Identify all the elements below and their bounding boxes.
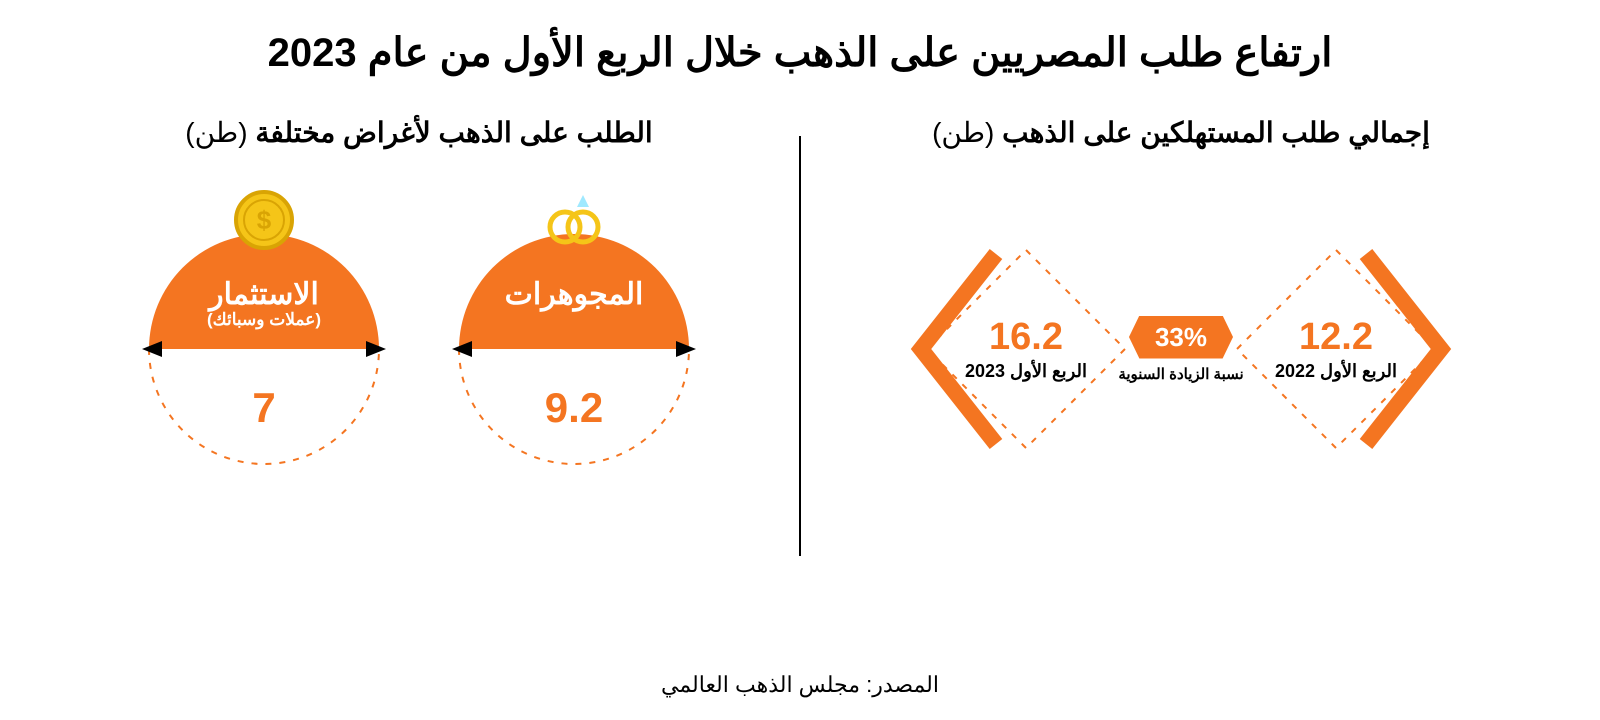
- coin-icon: $: [231, 187, 297, 258]
- total-demand-subtitle-unit: (طن): [932, 117, 994, 148]
- diamond-2022-label: 12.2 الربع الأول 2022: [1275, 316, 1397, 382]
- pac-invest-label-text: الاستثمار: [209, 278, 319, 311]
- pac-invest-value: 7: [134, 384, 394, 432]
- svg-text:$: $: [257, 205, 272, 235]
- source-footer: المصدر: مجلس الذهب العالمي: [0, 672, 1600, 698]
- pac-jewelry-label-text: المجوهرات: [505, 278, 644, 311]
- page-title: ارتفاع طلب المصريين على الذهب خلال الربع…: [0, 0, 1600, 76]
- pac-invest: $ الاستثمار (عملات وسبائك) 7: [134, 199, 394, 479]
- rings-icon: [539, 187, 609, 252]
- growth-ribbon: 33%: [1129, 316, 1233, 359]
- total-demand-subtitle-main: إجمالي طلب المستهلكين على الذهب: [1002, 117, 1430, 148]
- growth-box: 33% نسبة الزيادة السنوية: [1106, 316, 1256, 383]
- purpose-subtitle-unit: (طن): [185, 117, 247, 148]
- diamond-2023-label: 16.2 الربع الأول 2023: [965, 316, 1087, 382]
- pacman-row: المجوهرات 9.2 $: [134, 199, 704, 479]
- pac-invest-sublabel: (عملات وسبائك): [134, 310, 394, 330]
- pac-jewelry-value: 9.2: [444, 384, 704, 432]
- col-by-purpose: الطلب على الذهب لأغراض مختلفة (طن): [39, 116, 799, 479]
- pac-invest-svg: [134, 219, 394, 479]
- diamonds-row: 12.2 الربع الأول 2022 33% نسبة الزيادة ا…: [906, 229, 1456, 469]
- pac-jewelry: المجوهرات 9.2: [444, 199, 704, 479]
- diamond-2023-period: الربع الأول 2023: [965, 361, 1087, 382]
- diamond-2022-value: 12.2: [1275, 316, 1397, 359]
- diamond-2023-value: 16.2: [965, 316, 1087, 359]
- columns: إجمالي طلب المستهلكين على الذهب (طن) 12.…: [0, 116, 1600, 636]
- pac-invest-label: الاستثمار (عملات وسبائك): [134, 277, 394, 330]
- pac-jewelry-label: المجوهرات: [444, 277, 704, 312]
- purpose-subtitle: الطلب على الذهب لأغراض مختلفة (طن): [185, 116, 652, 149]
- col-total-demand: إجمالي طلب المستهلكين على الذهب (طن) 12.…: [801, 116, 1561, 469]
- pac-jewelry-svg: [444, 219, 704, 479]
- growth-caption: نسبة الزيادة السنوية: [1106, 365, 1256, 383]
- vertical-divider: [799, 136, 801, 556]
- total-demand-subtitle: إجمالي طلب المستهلكين على الذهب (طن): [932, 116, 1430, 149]
- purpose-subtitle-main: الطلب على الذهب لأغراض مختلفة: [255, 117, 652, 148]
- diamond-2022-period: الربع الأول 2022: [1275, 361, 1397, 382]
